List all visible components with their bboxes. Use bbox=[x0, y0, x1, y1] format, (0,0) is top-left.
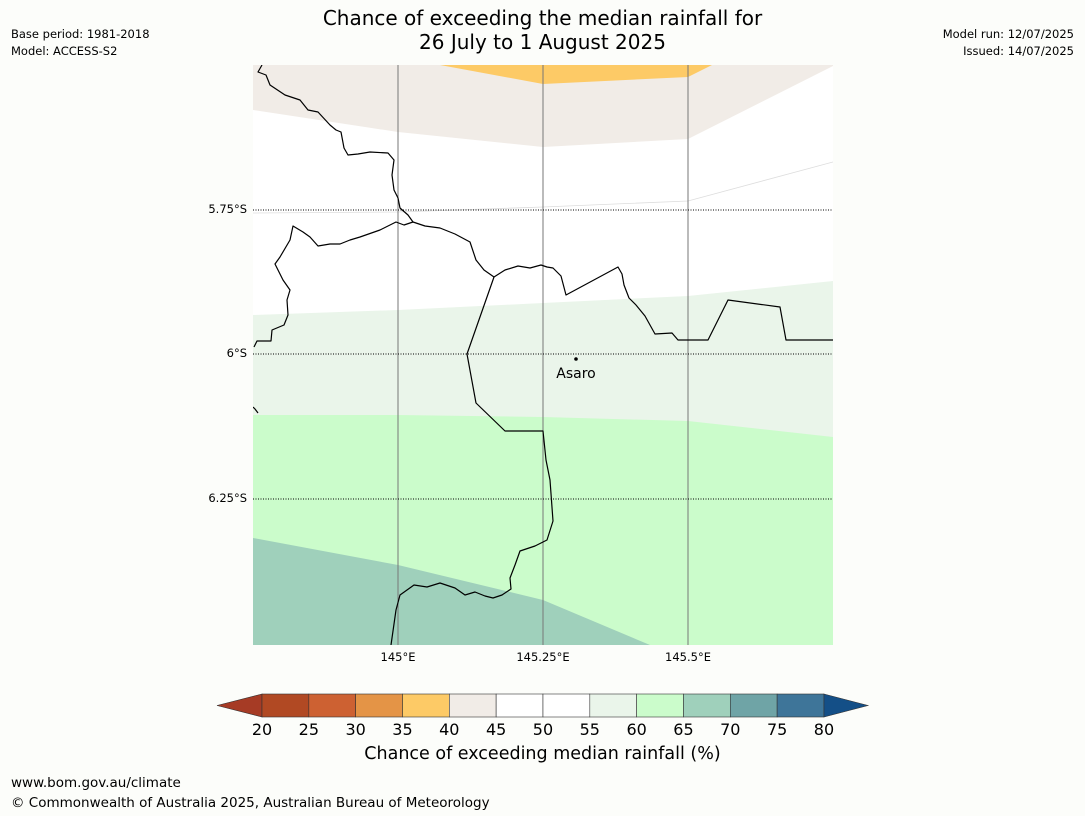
colorbar-tick-label: 60 bbox=[626, 720, 646, 739]
lat-label-5-75: 5.75°S bbox=[208, 202, 247, 216]
longitude-labels: 145°E 145.25°E 145.5°E bbox=[381, 650, 711, 664]
colorbar-segment bbox=[776, 693, 825, 718]
model-name: Model: ACCESS-S2 bbox=[11, 44, 118, 58]
longitude-gridlines bbox=[397, 65, 689, 645]
border-southwest bbox=[253, 406, 259, 414]
meta-right: Model run: 12/07/2025 Issued: 14/07/2025 bbox=[943, 26, 1074, 60]
colorbar-tick-label: 70 bbox=[720, 720, 740, 739]
map-title: Chance of exceeding the median rainfall … bbox=[0, 6, 1085, 54]
lon-label-145: 145°E bbox=[381, 650, 416, 664]
title-line-2: 26 July to 1 August 2025 bbox=[419, 30, 666, 54]
footer-url: www.bom.gov.au/climate bbox=[11, 775, 181, 791]
colorbar-segment bbox=[729, 693, 778, 718]
asaro-label: Asaro bbox=[556, 366, 595, 382]
colorbar-segment bbox=[355, 693, 403, 718]
map-area: Asaro bbox=[253, 65, 833, 645]
base-period: Base period: 1981-2018 bbox=[11, 27, 150, 41]
colorbar-tick-label: 40 bbox=[439, 720, 459, 739]
lat-label-6: 6°S bbox=[227, 346, 247, 360]
colorbar-segment bbox=[449, 693, 497, 718]
colorbar-tick-label: 80 bbox=[814, 720, 834, 739]
colorbar-tick-label: 75 bbox=[767, 720, 787, 739]
border-east bbox=[412, 221, 833, 341]
band-35-40 bbox=[440, 65, 712, 84]
title-line-1: Chance of exceeding the median rainfall … bbox=[322, 6, 763, 30]
colorbar-segment bbox=[402, 693, 450, 718]
model-run: Model run: 12/07/2025 bbox=[942, 27, 1074, 41]
colorbar-arrow-low bbox=[216, 693, 263, 718]
border-north bbox=[253, 65, 414, 348]
lat-label-6-25: 6.25°S bbox=[208, 491, 247, 505]
border-south bbox=[390, 276, 554, 645]
colorbar-tick-label: 50 bbox=[533, 720, 553, 739]
asaro-marker bbox=[574, 357, 578, 361]
latitude-gridlines bbox=[253, 209, 833, 500]
colorbar-tick-label: 30 bbox=[345, 720, 365, 739]
colorbar-tick-label: 65 bbox=[673, 720, 693, 739]
footer-copyright: © Commonwealth of Australia 2025, Austra… bbox=[11, 795, 490, 811]
province-borders bbox=[253, 65, 833, 645]
colorbar-segment bbox=[308, 693, 356, 718]
issued-date: Issued: 14/07/2025 bbox=[963, 44, 1074, 58]
colorbar-arrow-high bbox=[823, 693, 870, 718]
colorbar-segment bbox=[683, 693, 731, 718]
colorbar-tick-label: 20 bbox=[252, 720, 272, 739]
colorbar-tick-label: 45 bbox=[486, 720, 506, 739]
colorbar-caption: Chance of exceeding median rainfall (%) bbox=[364, 744, 721, 764]
latitude-labels: 5.75°S 6°S 6.25°S bbox=[208, 202, 247, 505]
colorbar-tick-label: 55 bbox=[580, 720, 600, 739]
lon-label-145-25: 145.25°E bbox=[516, 650, 569, 664]
colorbar-segment bbox=[261, 693, 310, 718]
colorbar: 20 25 30 35 40 45 50 55 60 65 70 75 80 bbox=[216, 693, 870, 739]
colorbar-segment bbox=[636, 693, 684, 718]
place-asaro: Asaro bbox=[556, 357, 596, 382]
meta-left: Base period: 1981-2018 Model: ACCESS-S2 bbox=[11, 26, 150, 60]
colorbar-tick-label: 25 bbox=[299, 720, 319, 739]
colorbar-segment bbox=[589, 693, 637, 718]
band-65-70 bbox=[253, 538, 650, 645]
colorbar-tick-label: 35 bbox=[392, 720, 412, 739]
lon-label-145-5: 145.5°E bbox=[665, 650, 711, 664]
colorbar-segment bbox=[542, 693, 591, 718]
colorbar-segment bbox=[495, 693, 544, 718]
